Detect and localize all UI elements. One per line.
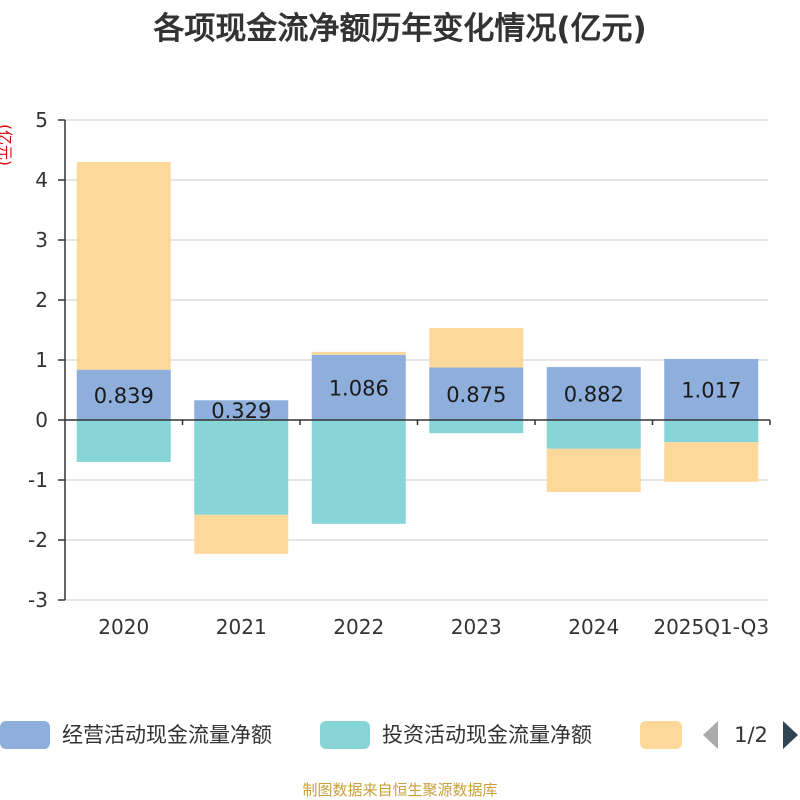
bar-series3-2022[interactable] [311, 351, 406, 355]
legend-item-investing[interactable]: 投资活动现金流量净额 [320, 721, 592, 749]
legend: 经营活动现金流量净额 投资活动现金流量净额 1/2 [0, 721, 798, 749]
y-tick-label: 1 [35, 348, 48, 372]
triangle-right-icon [783, 721, 798, 749]
bar-series1-2025Q1-Q3[interactable] [664, 358, 759, 420]
bar-value-label: 1.017 [681, 378, 741, 402]
y-tick-label: 4 [35, 168, 48, 192]
bar-series2-2023[interactable] [429, 420, 524, 434]
bar-series1-2020[interactable] [76, 369, 171, 420]
x-category-label: 2022 [333, 615, 384, 639]
y-tick-label: -2 [28, 528, 48, 552]
bar-series2-2024[interactable] [546, 420, 641, 449]
x-category-label: 2024 [568, 615, 619, 639]
legend-label-investing: 投资活动现金流量净额 [382, 723, 592, 747]
legend-next-page-button[interactable] [783, 721, 798, 749]
data-labels: 0.839 0.329 1.086 0.875 0.882 1.017 [94, 376, 742, 423]
bar-value-label: 0.875 [446, 383, 506, 407]
bar-series1-2021[interactable] [194, 400, 289, 420]
bar-series1-2023[interactable] [429, 367, 524, 421]
bar-value-label: 0.329 [211, 399, 271, 423]
bar-series1-2024[interactable] [546, 367, 641, 420]
y-tick-label: -3 [28, 588, 48, 612]
bar-series3-2020[interactable] [76, 162, 171, 370]
bar-series3-2023[interactable] [429, 327, 524, 368]
bar-series2-2020[interactable] [76, 420, 171, 462]
bar-value-label: 0.882 [564, 383, 624, 407]
axes: -3 -2 -1 0 1 2 3 4 5 2020 2021 2022 2023 2024 2025Q1-Q… [28, 108, 771, 639]
bar-series3-2021[interactable] [194, 514, 289, 554]
grid-lines [65, 119, 768, 601]
triangle-left-icon [703, 721, 718, 749]
bar-series2-2021[interactable] [194, 420, 289, 515]
bar-series2-2025Q1-Q3[interactable] [664, 420, 759, 443]
bar-series1-2022[interactable] [311, 354, 406, 420]
x-category-label: 2023 [451, 615, 502, 639]
bar-series3-2025Q1-Q3[interactable] [664, 442, 759, 482]
bar-series2-2022[interactable] [311, 420, 406, 524]
legend-swatch-operating [0, 721, 50, 749]
chart-title: 各项现金流净额历年变化情况(亿元) [152, 11, 646, 47]
legend-prev-page-button[interactable] [703, 721, 718, 749]
y-tick-label: 5 [35, 108, 48, 132]
bar-series3-2024[interactable] [546, 448, 641, 492]
legend-swatch-third-series [640, 721, 682, 749]
y-tick-label: -1 [28, 468, 48, 492]
legend-item-third-series[interactable] [640, 721, 682, 749]
legend-swatch-investing [320, 721, 370, 749]
y-tick-label: 0 [35, 408, 48, 432]
x-category-label: 2025Q1-Q3 [653, 615, 769, 639]
bar-series [76, 162, 759, 554]
x-category-label: 2021 [216, 615, 267, 639]
x-category-label: 2020 [98, 615, 149, 639]
y-axis-title: (亿元) [0, 124, 14, 166]
legend-item-operating[interactable]: 经营活动现金流量净额 [0, 721, 272, 749]
y-tick-label: 3 [35, 228, 48, 252]
y-tick-label: 2 [35, 288, 48, 312]
bar-value-label: 0.839 [94, 384, 154, 408]
legend-label-operating: 经营活动现金流量净额 [62, 723, 272, 747]
bar-value-label: 1.086 [329, 376, 389, 400]
data-source-note: 制图数据来自恒生聚源数据库 [302, 781, 497, 799]
legend-page-indicator: 1/2 [734, 723, 768, 747]
